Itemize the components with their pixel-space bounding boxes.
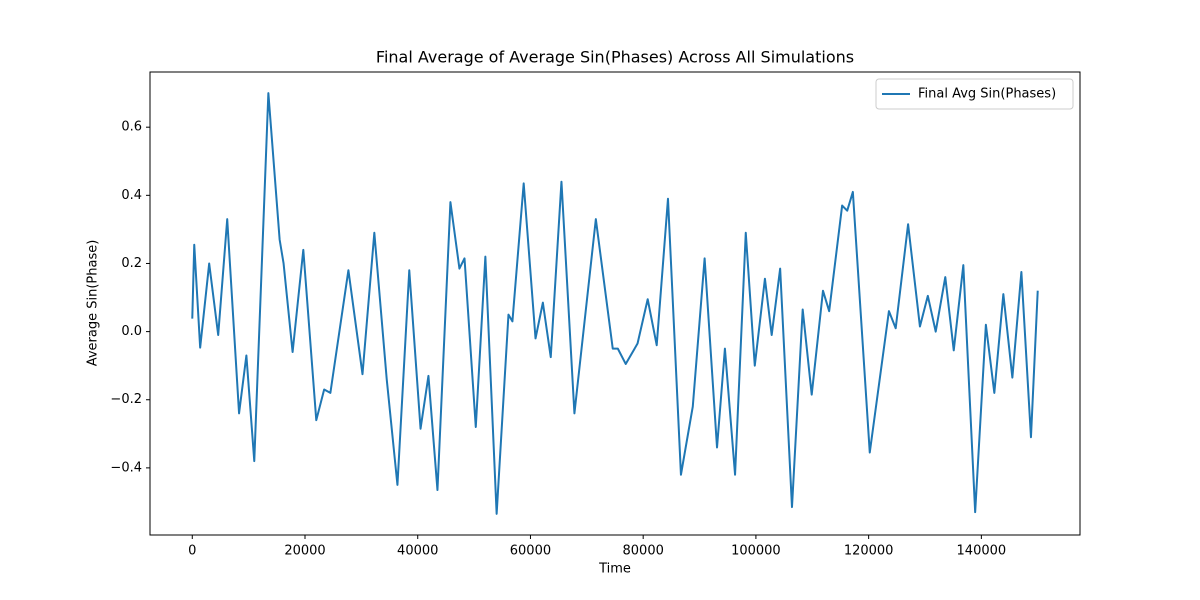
x-tick-label: 120000 [844,544,894,559]
x-axis-label: Time [598,562,631,577]
y-tick-label: 0.6 [121,120,142,135]
y-tick-label: 0.2 [121,256,142,271]
y-tick-label: 0.4 [121,188,142,203]
y-tick-label: −0.2 [110,392,142,407]
x-tick-label: 40000 [397,544,438,559]
y-axis-label: Average Sin(Phase) [86,240,101,367]
x-tick-label: 140000 [957,544,1007,559]
legend-label: Final Avg Sin(Phases) [918,87,1056,102]
x-tick-label: 60000 [510,544,551,559]
x-tick-label: 20000 [284,544,325,559]
x-tick-label: 0 [188,544,196,559]
y-tick-label: −0.4 [110,460,142,475]
plot-frame [149,71,1081,536]
data-line [191,92,1039,515]
chart-title: Final Average of Average Sin(Phases) Acr… [376,48,854,67]
y-tick-label: 0.0 [121,324,142,339]
legend-box [875,78,1074,110]
x-tick-label: 100000 [731,544,781,559]
x-tick-label: 80000 [623,544,664,559]
